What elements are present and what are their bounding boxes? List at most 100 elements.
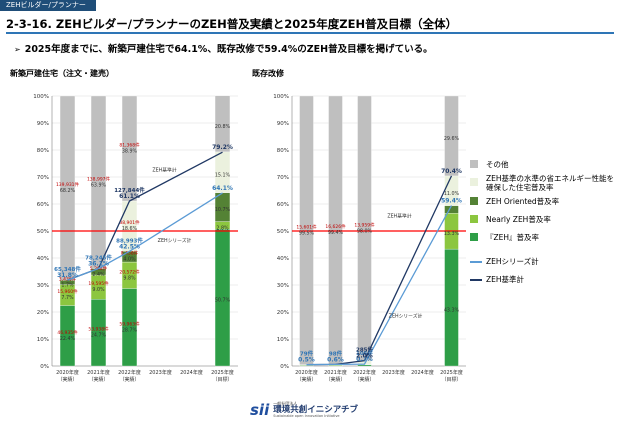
segment-count-label: 59,963件: [119, 320, 140, 327]
segment-value-label: 2.4%: [92, 272, 105, 278]
y-tick-label: 30%: [277, 283, 289, 289]
zeh-series-total-line: [306, 205, 453, 366]
segment-count-label: 38,901件: [119, 219, 140, 226]
legend-label: その他: [486, 160, 509, 170]
legend-label: ZEHシリーズ計: [486, 257, 539, 267]
y-tick-label: 60%: [37, 202, 49, 208]
chart-title-renovation: 既存改修: [252, 69, 284, 78]
segment-value-label: 22.4%: [60, 336, 76, 342]
x-tick-sublabel: （目標）: [441, 376, 461, 383]
segment-count-label: 8,458件: [121, 250, 139, 257]
segment-value-label: 24.7%: [91, 333, 107, 339]
bar-segment: [444, 95, 459, 177]
x-tick-sublabel: （実績）: [354, 376, 374, 383]
segment-count-label: 138,997件: [87, 175, 111, 182]
series-total-count: 98件: [329, 349, 343, 357]
legend-line: [470, 260, 482, 263]
x-tick-label: 2024年度: [180, 369, 203, 376]
bar-segment: [299, 95, 314, 365]
bar-segment: [214, 95, 231, 153]
y-tick-label: 30%: [37, 283, 49, 289]
segment-count-label: 3,436件: [59, 275, 77, 282]
legend-item-series-total: ZEHシリーズ計: [470, 253, 618, 271]
segment-value-label: 50.7%: [215, 298, 231, 304]
segment-value-label: 43.3%: [444, 308, 460, 314]
y-tick-label: 70%: [37, 175, 49, 181]
segment-count-label: 139,931件: [56, 181, 80, 188]
logo-org-english: Sustainable open Innovation Initiative: [273, 413, 340, 418]
line-annotation: ZEH基準計: [152, 167, 177, 174]
x-tick-sublabel: （実績）: [57, 376, 77, 383]
bar-segment: [214, 192, 231, 222]
legend-line: [470, 278, 482, 281]
x-tick-label: 2020年度: [295, 369, 318, 376]
segment-value-label: 99.5%: [299, 230, 315, 236]
standard-total-label: 70.4%: [441, 168, 462, 175]
x-tick-label: 2025年度: [211, 369, 234, 376]
page-title: 2-3-16. ZEHビルダー/プランナーのZEH普及実績と2025年度ZEH普…: [6, 17, 458, 31]
legend-swatch: [470, 160, 478, 168]
series-total-count: 65,348件: [54, 265, 81, 273]
y-tick-label: 10%: [37, 337, 49, 343]
bar-segment: [59, 95, 76, 281]
standard-total-label: 79.2%: [212, 144, 233, 151]
x-tick-label: 2023年度: [382, 369, 405, 376]
segment-value-label: 98.0%: [357, 228, 373, 234]
y-tick-label: 20%: [37, 310, 49, 316]
segment-count-label: 53,938件: [88, 326, 109, 333]
y-tick-label: 70%: [277, 175, 289, 181]
standard-total-count: 127,844件: [114, 186, 145, 194]
x-tick-label: 2024年度: [411, 369, 434, 376]
zeh-series-total-line: [67, 192, 223, 281]
line-annotation: ZEHシリーズ計: [389, 312, 423, 319]
x-tick-label: 2021年度: [87, 369, 110, 376]
standard-total-count: 285件: [356, 346, 373, 354]
y-tick-label: 90%: [37, 121, 49, 127]
segment-value-label: 20.8%: [215, 124, 231, 130]
legend-label: ZEH基準の水準の省エネルギー性能を確保した住宅普及率: [486, 174, 615, 193]
series-total-count: 106件: [356, 349, 373, 357]
segment-value-label: 7.7%: [61, 295, 74, 301]
standard-total-label: 61.1%: [119, 193, 140, 200]
segment-value-label: 9.8%: [123, 275, 136, 281]
x-tick-sublabel: （目標）: [212, 376, 232, 383]
x-tick-sublabel: （実績）: [88, 376, 108, 383]
x-tick-label: 2022年度: [118, 369, 141, 376]
series-total-label: 0.7%: [356, 356, 373, 363]
logo-org-name: 環境共創イニシアチブ: [273, 405, 359, 415]
segment-value-label: 4.0%: [123, 257, 136, 263]
segment-value-label: 13.3%: [444, 231, 460, 237]
legend-item-standard-total: ZEH基準計: [470, 271, 618, 289]
legend-swatch: [470, 178, 478, 186]
y-tick-label: 80%: [37, 148, 49, 154]
segment-count-label: 15,960件: [57, 288, 78, 295]
series-total-label: 59.4%: [441, 198, 462, 205]
segment-count-label: 81,368件: [119, 142, 140, 149]
y-tick-label: 90%: [277, 121, 289, 127]
bar-segment: [444, 248, 459, 367]
x-tick-label: 2020年度: [56, 369, 79, 376]
line-annotation: ZEH基準計: [387, 213, 412, 220]
arrow-bullet-icon: ➢: [14, 45, 21, 54]
sii-logo-mark: sii: [250, 401, 270, 419]
segment-value-label: 99.4%: [328, 230, 344, 236]
series-total-label: 0.6%: [327, 356, 344, 363]
segment-value-label: 68.2%: [60, 188, 76, 194]
x-tick-label: 2025年度: [440, 369, 463, 376]
series-total-label: 42.5%: [119, 243, 140, 250]
legend-label: ZEH基準計: [486, 275, 525, 285]
segment-value-label: 38.9%: [122, 149, 138, 155]
legend-swatch: [470, 232, 478, 241]
y-tick-label: 80%: [277, 148, 289, 154]
segment-value-label: 11.0%: [444, 191, 460, 197]
segment-count-label: 15,601件: [296, 223, 317, 230]
logo-org-type: 一般社団法人: [273, 401, 298, 406]
y-tick-label: 40%: [37, 256, 49, 262]
legend-item-oriented: ZEH Oriented普及率: [470, 193, 618, 211]
segment-count-label: 16,626件: [325, 223, 346, 230]
segment-count-label: 46,935件: [57, 329, 78, 336]
segment-value-label: 28.7%: [122, 327, 138, 333]
y-tick-label: 40%: [277, 256, 289, 262]
y-tick-label: 100%: [33, 94, 49, 100]
